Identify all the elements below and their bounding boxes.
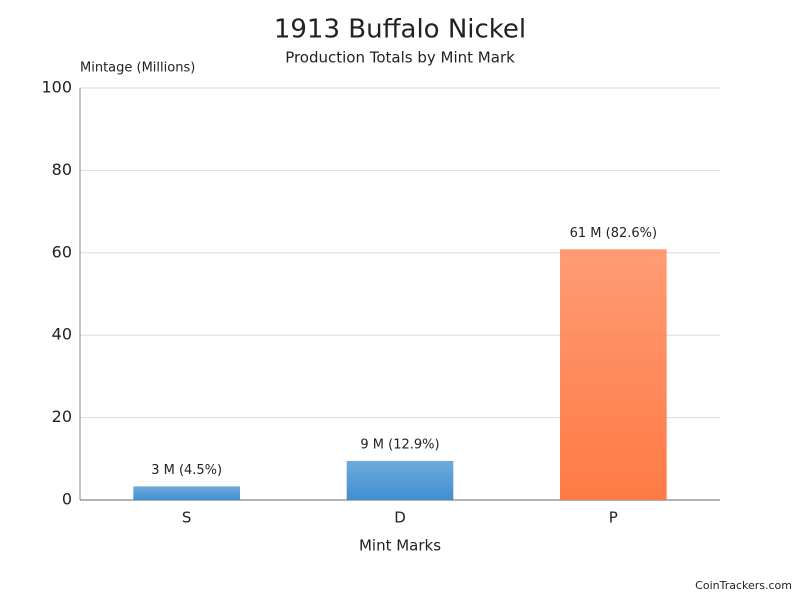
bar (560, 249, 667, 500)
x-tick-label: P (609, 509, 618, 527)
y-tick-label: 100 (41, 78, 72, 97)
source-credit: CoinTrackers.com (695, 579, 792, 592)
data-label: 61 M (82.6%) (570, 226, 657, 241)
chart-title: 1913 Buffalo Nickel (274, 15, 526, 45)
y-tick-label: 0 (62, 490, 72, 509)
data-label: 9 M (12.9%) (360, 437, 439, 452)
bar (133, 486, 240, 500)
x-tick-label: S (182, 509, 192, 527)
y-tick-label: 20 (52, 407, 72, 426)
y-tick-label: 80 (52, 160, 72, 179)
x-tick-label: D (394, 509, 406, 527)
bar (346, 460, 454, 500)
y-axis-title: Mintage (Millions) (80, 61, 195, 76)
y-tick-label: 40 (52, 325, 72, 344)
data-label: 3 M (4.5%) (151, 463, 222, 478)
x-axis-title: Mint Marks (359, 537, 441, 555)
chart-subtitle: Production Totals by Mint Mark (285, 49, 515, 67)
y-tick-label: 60 (52, 242, 72, 261)
